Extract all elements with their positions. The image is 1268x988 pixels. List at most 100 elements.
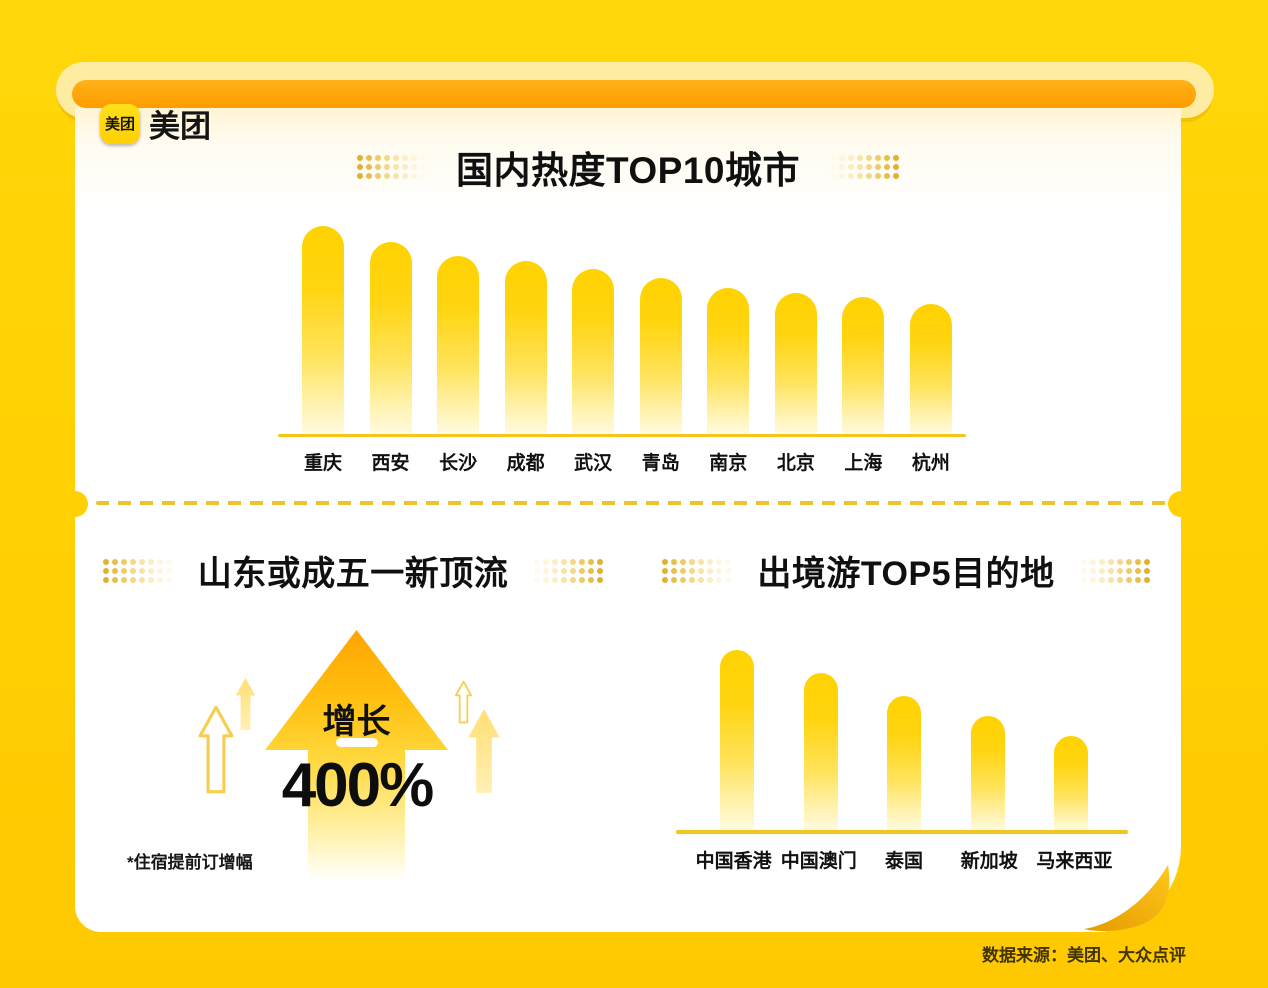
dot bbox=[1125, 576, 1132, 583]
dot bbox=[698, 558, 705, 565]
dot bbox=[866, 155, 873, 161]
bar-马来西亚 bbox=[1054, 736, 1088, 832]
dot bbox=[1143, 576, 1150, 583]
dot bbox=[848, 173, 855, 179]
dot bbox=[671, 567, 678, 574]
dot bbox=[165, 567, 172, 574]
dot bbox=[147, 558, 154, 565]
dot bbox=[893, 155, 900, 161]
section-title-shandong: 山东或成五一新顶流 bbox=[197, 555, 509, 593]
dot bbox=[156, 567, 163, 574]
axis-label: 马来西亚 bbox=[1036, 851, 1113, 872]
dot bbox=[662, 576, 669, 583]
axis-label: 长沙 bbox=[439, 453, 478, 474]
dot bbox=[830, 164, 837, 170]
dot bbox=[561, 558, 568, 565]
dot bbox=[597, 576, 604, 583]
dot bbox=[1080, 576, 1087, 583]
dot bbox=[597, 558, 604, 565]
dot bbox=[1107, 567, 1114, 574]
data-source-note: 数据来源：美团、大众点评 bbox=[982, 946, 1186, 965]
dot bbox=[1080, 567, 1087, 574]
dot bbox=[1098, 567, 1105, 574]
dot bbox=[383, 164, 390, 170]
dot bbox=[410, 173, 417, 179]
dot bbox=[671, 576, 678, 583]
dots-decoration bbox=[1080, 558, 1150, 583]
axis-label: 新加坡 bbox=[960, 851, 1018, 872]
dot bbox=[830, 155, 837, 161]
axis-label: 上海 bbox=[844, 453, 883, 474]
dot bbox=[893, 164, 900, 170]
bar-中国香港 bbox=[720, 650, 754, 832]
ticket-notch-right bbox=[1168, 491, 1194, 517]
growth-label: 增长 bbox=[322, 703, 391, 741]
ticket-notch-left bbox=[62, 491, 88, 517]
dot bbox=[147, 576, 154, 583]
dot bbox=[848, 164, 855, 170]
bar-item bbox=[293, 226, 353, 436]
section-domestic-header: 国内热度TOP10城市 bbox=[75, 140, 1181, 194]
dot bbox=[689, 576, 696, 583]
bar-item bbox=[901, 304, 961, 436]
dot bbox=[129, 567, 136, 574]
dot bbox=[543, 576, 550, 583]
dot bbox=[866, 173, 873, 179]
dot bbox=[365, 173, 372, 179]
dot bbox=[875, 164, 882, 170]
dot bbox=[365, 164, 372, 170]
dot bbox=[1107, 576, 1114, 583]
dot bbox=[884, 173, 891, 179]
dot bbox=[588, 576, 595, 583]
dot bbox=[725, 576, 732, 583]
dot bbox=[579, 576, 586, 583]
outbound-top5-bar-chart bbox=[699, 645, 1109, 832]
bar-item bbox=[1033, 736, 1109, 832]
axis-label: 重庆 bbox=[303, 453, 342, 474]
dot bbox=[401, 155, 408, 161]
bar-item bbox=[833, 297, 893, 436]
bar-泰国 bbox=[887, 696, 921, 832]
dot bbox=[725, 558, 732, 565]
dot bbox=[111, 558, 118, 565]
dot bbox=[410, 155, 417, 161]
dot bbox=[1134, 558, 1141, 565]
dot bbox=[156, 558, 163, 565]
footnote: *住宿提前订增幅 bbox=[127, 853, 253, 872]
bar-武汉 bbox=[572, 269, 615, 436]
dot bbox=[716, 567, 723, 574]
filled-up-arrow-icon bbox=[235, 677, 256, 731]
dot bbox=[680, 576, 687, 583]
dot bbox=[419, 173, 426, 179]
dot bbox=[857, 155, 864, 161]
dot bbox=[579, 558, 586, 565]
dot bbox=[111, 576, 118, 583]
big-growth-arrow-icon bbox=[265, 630, 448, 890]
dot bbox=[570, 567, 577, 574]
dot bbox=[857, 173, 864, 179]
axis-label: 青岛 bbox=[641, 453, 680, 474]
dot bbox=[884, 155, 891, 161]
section-outbound-header: 出境游TOP5目的地 bbox=[631, 546, 1181, 595]
dot bbox=[875, 173, 882, 179]
dot bbox=[1143, 567, 1150, 574]
bar-item bbox=[428, 256, 488, 436]
dot bbox=[707, 567, 714, 574]
bar-item bbox=[950, 716, 1026, 832]
dot bbox=[102, 558, 109, 565]
dot bbox=[156, 576, 163, 583]
bar-中国澳门 bbox=[803, 673, 838, 832]
dot bbox=[392, 164, 399, 170]
bar-item bbox=[783, 673, 859, 832]
dot bbox=[534, 567, 541, 574]
axis-label: 泰国 bbox=[885, 851, 924, 872]
dot bbox=[543, 558, 550, 565]
axis-label: 北京 bbox=[776, 453, 815, 474]
dots-decoration bbox=[830, 155, 900, 179]
dot bbox=[356, 155, 363, 161]
axis-label: 南京 bbox=[709, 453, 748, 474]
dot bbox=[570, 576, 577, 583]
dot bbox=[356, 164, 363, 170]
domestic-top10-bar-chart bbox=[293, 218, 961, 436]
dot bbox=[534, 558, 541, 565]
